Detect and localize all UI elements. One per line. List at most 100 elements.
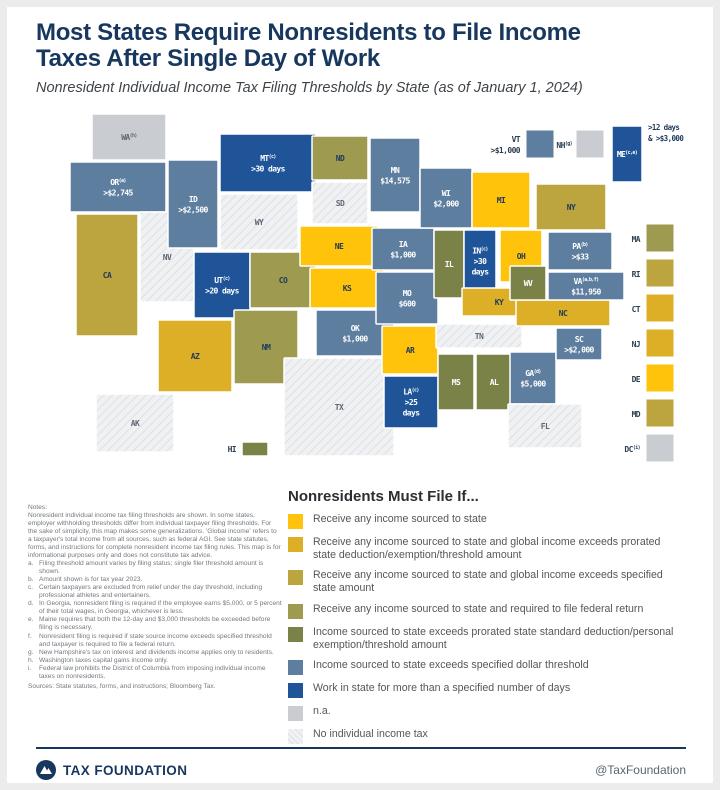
- svg-text:CO: CO: [279, 276, 288, 285]
- state-IN: IN(c)>30 days: [463, 229, 497, 293]
- svg-text:TX: TX: [335, 403, 344, 412]
- state-OR: OR(a)>$2,745: [69, 161, 167, 213]
- east-state-MD: MD: [632, 398, 675, 428]
- twitter-handle[interactable]: @TaxFoundation: [595, 763, 686, 777]
- legend-title: Nonresidents Must File If...: [288, 488, 479, 505]
- legend-item-4: Receive any income sourced to state and …: [288, 603, 708, 619]
- svg-text:DC(i): DC(i): [624, 445, 640, 454]
- svg-text:& >$3,000: & >$3,000: [648, 134, 684, 143]
- east-state-NJ: NJ: [632, 328, 675, 358]
- svg-text:days: days: [472, 268, 490, 277]
- svg-text:NH(g): NH(g): [556, 141, 572, 150]
- legend-label-5: Income sourced to state exceeds prorated…: [313, 625, 674, 651]
- svg-text:WY: WY: [255, 218, 264, 227]
- note-item-d: d. In Georgia, nonresident filing is requ…: [28, 600, 282, 616]
- svg-text:AZ: AZ: [191, 352, 200, 361]
- legend-item-3: Receive any income sourced to state and …: [288, 569, 708, 595]
- east-state-CT: CT: [632, 293, 675, 323]
- svg-text:KS: KS: [343, 284, 352, 293]
- svg-text:IA: IA: [399, 240, 408, 249]
- svg-text:VT: VT: [512, 135, 521, 144]
- note-letter: h.: [28, 656, 34, 664]
- svg-text:NM: NM: [262, 343, 271, 352]
- legend-item-6: Income sourced to state exceeds specifie…: [288, 659, 708, 675]
- note-text: Amount shown is for tax year 2023.: [39, 576, 143, 584]
- state-GA: GA(d)$5,000: [509, 351, 557, 405]
- svg-text:CT: CT: [632, 305, 641, 314]
- state-WA: WA(h): [91, 113, 167, 161]
- state-IA: IA$1,000: [371, 227, 435, 271]
- svg-text:HI: HI: [228, 445, 237, 454]
- svg-text:MN: MN: [391, 166, 400, 175]
- svg-text:DE: DE: [632, 375, 641, 384]
- note-item-b: b. Amount shown is for tax year 2023.: [28, 576, 282, 584]
- legend-swatch-4: [288, 603, 303, 619]
- svg-text:>$33: >$33: [572, 252, 590, 261]
- svg-text:$5,000: $5,000: [520, 379, 546, 388]
- svg-text:AK: AK: [131, 419, 140, 428]
- note-letter: b.: [28, 576, 34, 584]
- state-UT: UT(c)>20 days: [193, 251, 251, 319]
- note-text: Certain taxpayers are excluded from reli…: [39, 584, 263, 600]
- note-item-a: a. Filing threshold amount varies by fili…: [28, 560, 282, 576]
- callout-NH: NH(g): [556, 129, 605, 159]
- svg-text:>$2,500: >$2,500: [178, 205, 208, 214]
- state-FL: FL: [507, 403, 583, 449]
- state-IL: IL: [433, 229, 465, 299]
- svg-text:NY: NY: [567, 203, 576, 212]
- svg-text:MT(c): MT(c): [260, 154, 276, 163]
- brand-lockup: TAX FOUNDATION: [36, 760, 187, 780]
- east-state-DC: DC(i): [624, 433, 675, 463]
- legend-swatch-9: [288, 728, 303, 744]
- legend-swatch-1: [288, 514, 303, 529]
- svg-text:$1,000: $1,000: [342, 334, 368, 343]
- maine-annotation: >12 days & >$3,000: [648, 123, 685, 143]
- legend-item-5: Income sourced to state exceeds prorated…: [288, 626, 708, 652]
- state-VA: VA(a,b,f)$11,950: [547, 271, 625, 301]
- legend-item-1: Receive any income sourced to state: [288, 513, 708, 529]
- state-MT: MT(c)>30 days: [219, 133, 317, 193]
- legend-label-7: Work in state for more than a specified …: [313, 681, 571, 694]
- sources-line: Sources: State statutes, forms, and inst…: [28, 682, 216, 690]
- svg-text:>25: >25: [405, 398, 418, 407]
- svg-text:$14,575: $14,575: [380, 176, 410, 185]
- east-state-RI: RI: [632, 258, 675, 288]
- svg-text:SC: SC: [575, 335, 584, 344]
- notes-list: a. Filing threshold amount varies by fili…: [28, 560, 282, 680]
- note-text: Maine requires that both the 12-day and …: [39, 616, 271, 632]
- east-state-DE: DE: [632, 363, 675, 393]
- svg-text:IN(c): IN(c): [472, 247, 488, 256]
- svg-text:NE: NE: [335, 242, 344, 251]
- taxfoundation-logo-icon: [36, 760, 56, 780]
- svg-text:ND: ND: [336, 154, 345, 163]
- title-line-2: Taxes After Single Day of Work: [36, 45, 380, 73]
- title-line-1: Most States Require Nonresidents to File…: [36, 19, 581, 46]
- svg-text:KY: KY: [495, 298, 504, 307]
- svg-text:$2,000: $2,000: [433, 199, 459, 208]
- notes-body: Nonresident individual income tax filing…: [28, 512, 281, 560]
- svg-text:$600: $600: [399, 299, 417, 308]
- svg-text:NV: NV: [163, 253, 172, 262]
- svg-text:MS: MS: [452, 378, 461, 387]
- svg-text:>$2,000: >$2,000: [564, 345, 594, 354]
- svg-text:>30: >30: [474, 257, 487, 266]
- svg-text:CA: CA: [103, 271, 112, 280]
- note-text: Washington taxes capital gains income on…: [39, 656, 169, 664]
- svg-text:OK: OK: [351, 324, 360, 333]
- svg-text:OH: OH: [517, 252, 526, 261]
- state-ND: ND: [311, 135, 369, 181]
- svg-text:UT(c): UT(c): [214, 276, 230, 285]
- svg-text:ID: ID: [189, 195, 198, 204]
- svg-text:GA(d): GA(d): [525, 369, 541, 378]
- note-text: In Georgia, nonresident filing is requir…: [39, 600, 282, 616]
- legend-swatch-6: [288, 659, 303, 675]
- state-TX: TX: [283, 357, 395, 457]
- legend-swatch-8: [288, 705, 303, 721]
- svg-text:MO: MO: [403, 289, 412, 298]
- state-WV: WV: [509, 265, 547, 301]
- legend-swatch-3: [288, 570, 303, 586]
- state-ME: ME(c,e): [611, 125, 643, 183]
- legend-label-2: Receive any income sourced to state and …: [313, 536, 661, 562]
